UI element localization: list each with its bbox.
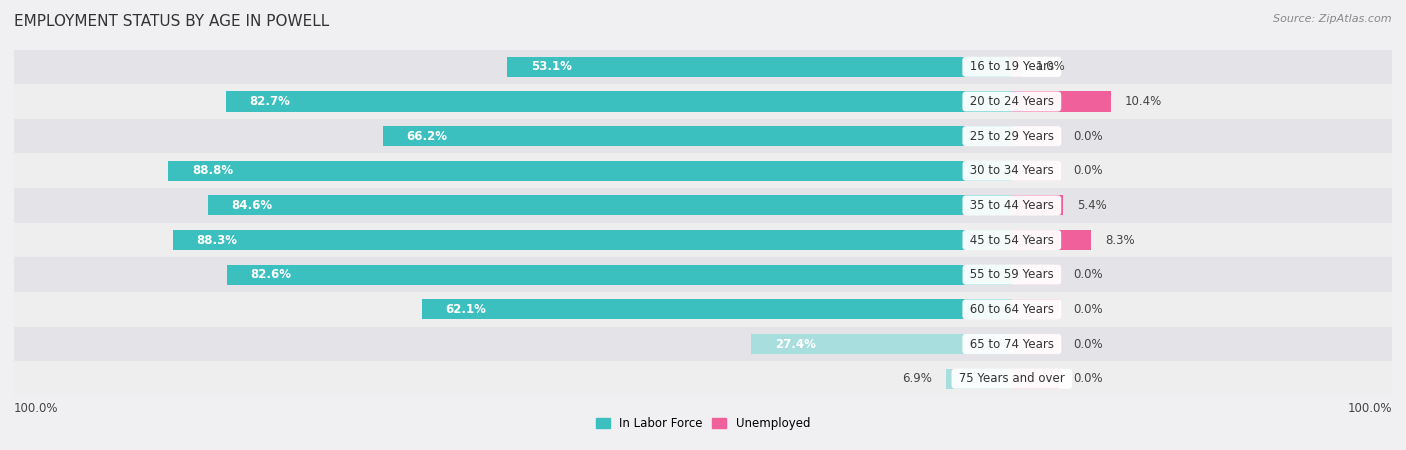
Text: 66.2%: 66.2%	[406, 130, 447, 143]
Text: 55 to 59 Years: 55 to 59 Years	[966, 268, 1057, 281]
Text: 6.9%: 6.9%	[903, 372, 932, 385]
Text: 84.6%: 84.6%	[232, 199, 273, 212]
Bar	[1012, 57, 1021, 77]
Text: 62.1%: 62.1%	[446, 303, 486, 316]
Text: 60 to 64 Years: 60 to 64 Years	[966, 303, 1057, 316]
Text: 0.0%: 0.0%	[1074, 268, 1104, 281]
Text: 8.3%: 8.3%	[1105, 234, 1135, 247]
Bar	[226, 91, 1012, 112]
Bar	[14, 292, 1392, 327]
Text: 25 to 29 Years: 25 to 29 Years	[966, 130, 1057, 143]
Text: 0.0%: 0.0%	[1074, 338, 1104, 351]
Text: 88.8%: 88.8%	[191, 164, 233, 177]
Text: 0.0%: 0.0%	[1074, 372, 1104, 385]
Bar	[208, 195, 1012, 216]
Text: 0.0%: 0.0%	[1074, 303, 1104, 316]
Text: 82.7%: 82.7%	[250, 95, 291, 108]
Text: Source: ZipAtlas.com: Source: ZipAtlas.com	[1274, 14, 1392, 23]
Bar	[14, 188, 1392, 223]
Bar	[14, 257, 1392, 292]
Text: 65 to 74 Years: 65 to 74 Years	[966, 338, 1057, 351]
Text: 100.0%: 100.0%	[14, 402, 59, 414]
Bar	[173, 230, 1012, 250]
Bar	[14, 361, 1392, 396]
Bar	[167, 161, 1012, 181]
Bar	[1012, 369, 1059, 389]
Text: 16 to 19 Years: 16 to 19 Years	[966, 60, 1057, 73]
Bar	[1012, 265, 1059, 285]
Text: 35 to 44 Years: 35 to 44 Years	[966, 199, 1057, 212]
Bar	[14, 119, 1392, 153]
Bar	[1012, 195, 1063, 216]
Text: 27.4%: 27.4%	[775, 338, 815, 351]
Bar	[14, 84, 1392, 119]
Bar	[14, 50, 1392, 84]
Legend: In Labor Force, Unemployed: In Labor Force, Unemployed	[591, 413, 815, 435]
Text: 0.0%: 0.0%	[1074, 130, 1104, 143]
Text: 0.0%: 0.0%	[1074, 164, 1104, 177]
Bar	[382, 126, 1012, 146]
Text: EMPLOYMENT STATUS BY AGE IN POWELL: EMPLOYMENT STATUS BY AGE IN POWELL	[14, 14, 329, 28]
Text: 45 to 54 Years: 45 to 54 Years	[966, 234, 1057, 247]
Text: 5.4%: 5.4%	[1077, 199, 1107, 212]
Bar	[226, 265, 1012, 285]
Bar	[1012, 91, 1111, 112]
Bar	[14, 153, 1392, 188]
Bar	[1012, 230, 1091, 250]
Text: 30 to 34 Years: 30 to 34 Years	[966, 164, 1057, 177]
Bar	[508, 57, 1012, 77]
Bar	[1012, 299, 1059, 319]
Text: 53.1%: 53.1%	[531, 60, 572, 73]
Text: 75 Years and over: 75 Years and over	[955, 372, 1069, 385]
Text: 10.4%: 10.4%	[1125, 95, 1163, 108]
Text: 88.3%: 88.3%	[197, 234, 238, 247]
Bar	[1012, 161, 1059, 181]
Text: 1.0%: 1.0%	[1036, 60, 1066, 73]
Bar	[1012, 126, 1059, 146]
Bar	[946, 369, 1012, 389]
Bar	[751, 334, 1012, 354]
Bar	[14, 223, 1392, 257]
Bar	[422, 299, 1012, 319]
Bar	[14, 327, 1392, 361]
Text: 100.0%: 100.0%	[1347, 402, 1392, 414]
Text: 20 to 24 Years: 20 to 24 Years	[966, 95, 1057, 108]
Text: 82.6%: 82.6%	[250, 268, 291, 281]
Bar	[1012, 334, 1059, 354]
